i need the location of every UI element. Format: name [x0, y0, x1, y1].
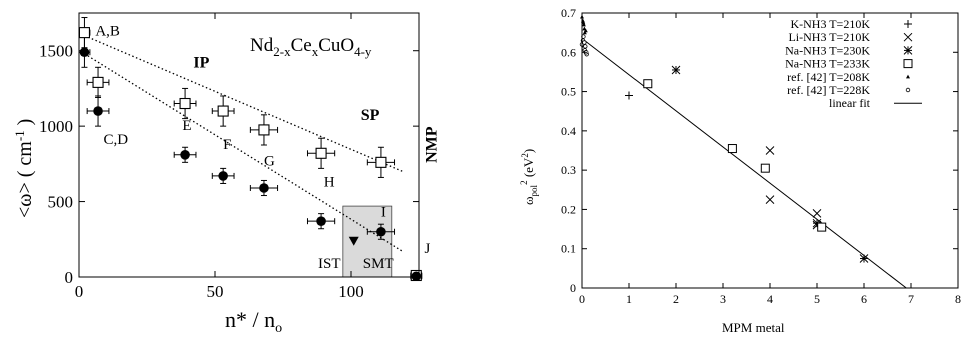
filled-circle-point [218, 171, 228, 181]
right-x-tick-label: 0 [579, 292, 585, 306]
left-region-label: IST [318, 256, 341, 272]
left-markers [78, 27, 422, 282]
left-x-tick-label: 0 [75, 282, 84, 301]
left-point-label: I [381, 205, 386, 221]
cross-marker [765, 146, 775, 155]
ist-smt-shaded-region [342, 205, 393, 278]
right-y-tick-label: 0.7 [561, 6, 576, 20]
open-square-marker [903, 59, 913, 69]
legend-entry-label: K-NH3 T=210K [790, 17, 870, 31]
left-y-tick-label: 1000 [39, 117, 73, 136]
right-y-tick-label: 0.1 [561, 242, 576, 256]
right-x-tick-label: 4 [767, 292, 773, 306]
right-chart: 0 1 2 3 4 5 6 7 8 0 0.1 0.2 0.3 0.4 0.5 0.6 0.7 K-NH3 T=… [519, 6, 961, 335]
left-y-tick-label: 0 [65, 268, 74, 287]
open-square-marker [727, 144, 737, 154]
left-point-label: C,D [103, 132, 128, 148]
left-x-tick-label: 100 [338, 282, 364, 301]
filled-circle-point [79, 47, 90, 58]
left-dotted-fit-line [84, 35, 403, 172]
left-x-tick-label: 50 [207, 282, 224, 301]
right-x-tick-label: 5 [814, 292, 820, 306]
left-fit-lines [84, 35, 404, 252]
left-chart-title: Nd2-xCexCuO4-y [250, 35, 372, 59]
open-square-point [78, 27, 90, 39]
open-square-marker [760, 163, 770, 173]
left-y-axis-label: <ω> ( cm-1 ) [12, 119, 36, 218]
right-x-tick-label: 2 [673, 292, 679, 306]
filled-circle-point [180, 150, 190, 160]
filled-circle-point [93, 106, 103, 116]
right-y-tick-label: 0.4 [561, 124, 576, 138]
right-x-tick-label: 7 [908, 292, 914, 306]
right-x-axis-label: MPM metal [722, 320, 785, 335]
right-y-axis-label: ωpol2 (eV2) [519, 149, 539, 205]
open-square-marker [817, 222, 827, 232]
left-point-label: F [223, 137, 231, 153]
open-square-marker [643, 79, 653, 89]
left-point-labels: A,B C,D E F G H I J [95, 24, 430, 257]
right-y-tick-label: 0.6 [561, 45, 576, 59]
small-triangle-marker [581, 22, 586, 27]
left-point-label: G [264, 153, 275, 169]
right-x-tick-label: 8 [955, 292, 961, 306]
open-square-point [258, 124, 270, 136]
left-point-label: A,B [95, 24, 120, 40]
open-square-point [375, 156, 387, 168]
legend-entry-label: linear fit [829, 96, 871, 110]
small-triangle-marker [906, 74, 910, 79]
right-y-tick-label: 0.2 [561, 202, 576, 216]
left-x-axis-label: n* / no [225, 307, 282, 336]
left-dotted-fit-line [84, 53, 404, 252]
open-square-point [179, 97, 191, 110]
open-square-point [217, 105, 229, 117]
small-circle-marker [905, 87, 911, 93]
legend-entry-label: Li-NH3 T=210K [788, 30, 870, 44]
left-y-tick-label: 500 [48, 193, 74, 212]
right-x-tick-label: 3 [720, 292, 726, 306]
left-region-label: SMT [363, 256, 394, 272]
filled-triangle-down-point [348, 236, 359, 246]
left-region-label: IP [193, 54, 209, 71]
linear-fit-line [581, 38, 907, 289]
right-ticks: 0 1 2 3 4 5 6 7 8 0 0.1 0.2 0.3 0.4 0.5 0.6 0.7 [561, 6, 961, 306]
left-point-label: E [182, 118, 191, 134]
cross-marker [812, 209, 822, 218]
left-region-labels: IP SP IST SMT [193, 54, 393, 272]
left-plot-frame [78, 12, 420, 278]
right-y-tick-label: 0.3 [561, 163, 576, 177]
legend-entry-label: Na-NH3 T=230K [785, 43, 870, 57]
small-triangle-marker [583, 28, 588, 33]
filled-circle-point [376, 226, 386, 237]
filled-circle-point [411, 271, 422, 282]
filled-circle-point [316, 216, 326, 226]
filled-circle-point [259, 183, 269, 193]
nmp-vertical-label: NMP [423, 126, 440, 163]
right-markers [579, 14, 869, 263]
legend-entry-label: Na-NH3 T=233K [785, 57, 870, 71]
left-point-label: H [324, 174, 335, 190]
right-y-tick-label: 0 [570, 281, 576, 295]
right-linear-fit-line [581, 38, 907, 289]
left-point-label: J [424, 241, 430, 257]
left-y-tick-label: 1500 [39, 42, 73, 61]
open-square-point [92, 76, 104, 88]
legend-entry-label: ref. [42] T=228K [787, 83, 870, 97]
right-y-tick-label: 0.5 [561, 85, 576, 99]
open-square-point [315, 147, 327, 159]
cross-marker [903, 32, 913, 42]
small-triangle-marker [582, 30, 587, 35]
right-x-tick-label: 6 [861, 292, 867, 306]
legend-entry-label: ref. [42] T=208K [787, 70, 870, 84]
left-region-label: SP [361, 107, 380, 124]
small-circle-marker [582, 40, 587, 45]
small-circle-marker [583, 44, 588, 49]
cross-marker [765, 195, 775, 204]
right-x-tick-label: 1 [626, 292, 632, 306]
